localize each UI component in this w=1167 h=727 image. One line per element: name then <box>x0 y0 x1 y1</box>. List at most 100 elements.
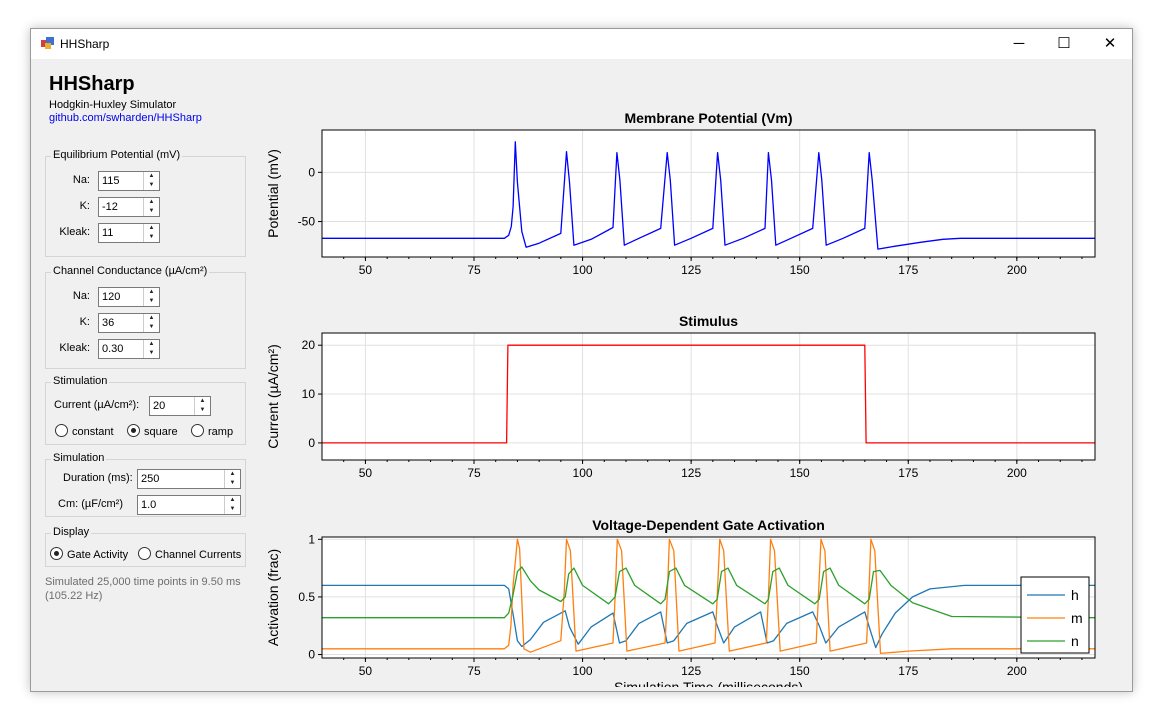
radio-square[interactable]: square <box>127 424 178 438</box>
spin-up-icon[interactable]: ▲ <box>148 199 155 205</box>
series-line-n <box>322 566 1096 619</box>
eq-k-label: K: <box>79 200 90 212</box>
spin-down-icon[interactable]: ▼ <box>148 182 155 188</box>
radio-button-icon[interactable] <box>138 547 151 560</box>
cm-input[interactable]: 1.0 ▲ ▼ <box>137 495 241 515</box>
gc-na-label: Na: <box>72 290 90 302</box>
spin-down-icon[interactable]: ▼ <box>229 480 236 486</box>
plot-background <box>322 537 1095 658</box>
window-title: HHSharp <box>60 37 110 51</box>
radio-button-icon[interactable] <box>55 424 68 437</box>
spin-down-icon[interactable]: ▼ <box>229 506 236 512</box>
x-tick-label: 125 <box>681 466 701 480</box>
eq-k-spinner[interactable]: ▲ ▼ <box>143 198 159 216</box>
spin-down-icon[interactable]: ▼ <box>148 298 155 304</box>
series-line-m <box>322 538 1095 655</box>
eq-kleak-input[interactable]: 11 ▲ ▼ <box>98 223 160 243</box>
close-button[interactable]: ✕ <box>1103 35 1117 52</box>
chart-title: Stimulus <box>679 313 738 329</box>
eq-kleak-value: 11 <box>102 227 114 239</box>
y-axis-label: Activation (frac) <box>265 549 281 646</box>
radio-ramp-label: ramp <box>208 426 234 438</box>
gc-na-spinner[interactable]: ▲ ▼ <box>143 288 159 306</box>
duration-spinner[interactable]: ▲ ▼ <box>224 470 240 488</box>
title-bar[interactable]: HHSharp ─ ☐ ✕ <box>31 29 1132 59</box>
spin-up-icon[interactable]: ▲ <box>148 225 155 231</box>
spin-up-icon[interactable]: ▲ <box>148 315 155 321</box>
radio-ramp[interactable]: ramp <box>191 424 233 438</box>
cm-spinner[interactable]: ▲ ▼ <box>224 496 240 514</box>
app-name: HHSharp <box>49 73 135 95</box>
spin-up-icon[interactable]: ▲ <box>148 341 155 347</box>
series-line-0 <box>322 344 1095 444</box>
y-tick-label: 0 <box>308 648 315 662</box>
spin-down-icon[interactable]: ▼ <box>148 350 155 356</box>
plot-frame <box>321 129 1096 258</box>
x-tick-label: 75 <box>467 664 481 678</box>
eq-na-spinner[interactable]: ▲ ▼ <box>143 172 159 190</box>
app-window: HHSharp ─ ☐ ✕ HHSharp Hodgkin-Huxley Sim… <box>30 28 1133 692</box>
plot-background <box>322 130 1095 257</box>
current-spinner[interactable]: ▲ ▼ <box>194 397 210 415</box>
stimulation-title: Stimulation <box>51 375 110 387</box>
x-tick-label: 100 <box>573 664 593 678</box>
chart-1: 50 75 100 125 150 175 200 0 10 20 Stimulus Current … <box>265 313 1096 480</box>
radio-constant[interactable]: constant <box>55 424 114 438</box>
chart-title: Membrane Potential (Vm) <box>624 110 792 126</box>
display-group: Display Gate Activity Channel Currents <box>45 526 246 567</box>
gc-kleak-spinner[interactable]: ▲ ▼ <box>143 340 159 358</box>
spin-up-icon[interactable]: ▲ <box>199 398 206 404</box>
radio-button-selected-icon[interactable] <box>127 424 140 437</box>
gc-kleak-label: Kleak: <box>59 342 90 354</box>
legend: hmn <box>1020 576 1090 654</box>
maximize-button[interactable]: ☐ <box>1057 35 1071 52</box>
current-input[interactable]: 20 ▲ ▼ <box>149 396 211 416</box>
gc-k-spinner[interactable]: ▲ ▼ <box>143 314 159 332</box>
eq-kleak-spinner[interactable]: ▲ ▼ <box>143 224 159 242</box>
plot-frame <box>321 332 1096 461</box>
x-tick-label: 200 <box>1007 664 1027 678</box>
x-tick-label: 75 <box>467 263 481 277</box>
eq-na-label: Na: <box>72 174 90 186</box>
conductance-title: Channel Conductance (µA/cm²) <box>51 265 210 277</box>
github-link[interactable]: github.com/swharden/HHSharp <box>49 112 202 124</box>
x-tick-label: 200 <box>1007 466 1027 480</box>
duration-label: Duration (ms): <box>63 472 133 484</box>
x-tick-label: 50 <box>359 263 373 277</box>
radio-channel-currents[interactable]: Channel Currents <box>138 547 241 561</box>
spin-down-icon[interactable]: ▼ <box>148 324 155 330</box>
x-tick-label: 50 <box>359 664 373 678</box>
spin-up-icon[interactable]: ▲ <box>148 173 155 179</box>
x-tick-label: 175 <box>898 664 918 678</box>
gc-kleak-input[interactable]: 0.30 ▲ ▼ <box>98 339 160 359</box>
stimulation-group: Stimulation Current (µA/cm²): 20 ▲ ▼ const… <box>45 375 246 445</box>
x-tick-label: 150 <box>790 466 810 480</box>
spin-down-icon[interactable]: ▼ <box>148 234 155 240</box>
duration-input[interactable]: 250 ▲ ▼ <box>137 469 241 489</box>
gc-kleak-value: 0.30 <box>102 343 124 355</box>
x-tick-label: 150 <box>790 263 810 277</box>
minimize-button[interactable]: ─ <box>1013 35 1025 52</box>
spin-up-icon[interactable]: ▲ <box>148 289 155 295</box>
y-tick-label: 20 <box>302 338 316 352</box>
radio-button-selected-icon[interactable] <box>50 547 63 560</box>
eq-kleak-label: Kleak: <box>59 226 90 238</box>
y-tick-label: 0.5 <box>298 590 315 604</box>
gc-k-input[interactable]: 36 ▲ ▼ <box>98 313 160 333</box>
current-value: 20 <box>153 400 166 412</box>
gc-na-input[interactable]: 120 ▲ ▼ <box>98 287 160 307</box>
simulation-group: Simulation Duration (ms): 250 ▲ ▼ Cm: (µF/… <box>45 452 246 517</box>
spin-down-icon[interactable]: ▼ <box>148 208 155 214</box>
plot-background <box>322 333 1095 460</box>
spin-down-icon[interactable]: ▼ <box>199 407 206 413</box>
spin-up-icon[interactable]: ▲ <box>229 471 236 477</box>
radio-button-icon[interactable] <box>191 424 204 437</box>
app-icon <box>41 37 54 49</box>
eq-na-input[interactable]: 115 ▲ ▼ <box>98 171 160 191</box>
chart-2: 50 75 100 125 150 175 200 0 0.5 1 Voltage-Dependen… <box>265 517 1096 687</box>
spin-up-icon[interactable]: ▲ <box>229 497 236 503</box>
eq-k-input[interactable]: -12 ▲ ▼ <box>98 197 160 217</box>
y-tick-label: 1 <box>308 532 315 546</box>
radio-gate-activity[interactable]: Gate Activity <box>50 547 128 561</box>
